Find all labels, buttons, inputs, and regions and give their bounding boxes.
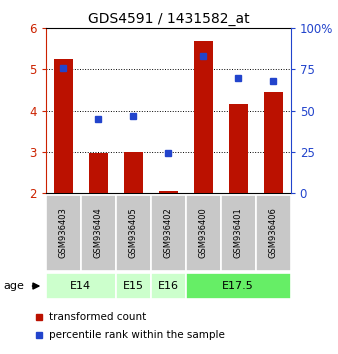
Bar — [221, 195, 256, 271]
Bar — [81, 195, 116, 271]
Bar — [116, 273, 151, 299]
Text: age: age — [3, 281, 24, 291]
Bar — [116, 195, 151, 271]
Bar — [151, 195, 186, 271]
Bar — [186, 273, 291, 299]
Text: GSM936405: GSM936405 — [129, 207, 138, 258]
Text: E17.5: E17.5 — [222, 281, 254, 291]
Bar — [46, 273, 116, 299]
Bar — [186, 195, 221, 271]
Text: E16: E16 — [158, 281, 179, 291]
Text: E14: E14 — [70, 281, 91, 291]
Text: GSM936401: GSM936401 — [234, 207, 243, 258]
Bar — [264, 92, 283, 193]
Bar — [151, 273, 186, 299]
Bar — [194, 41, 213, 193]
Text: GSM936403: GSM936403 — [58, 207, 68, 258]
Text: GSM936404: GSM936404 — [94, 207, 103, 258]
Text: GSM936400: GSM936400 — [199, 207, 208, 258]
Bar — [123, 152, 143, 193]
Bar — [228, 104, 248, 193]
Bar — [89, 153, 108, 193]
Text: percentile rank within the sample: percentile rank within the sample — [49, 330, 225, 339]
Text: E15: E15 — [123, 281, 144, 291]
Text: transformed count: transformed count — [49, 312, 146, 322]
Bar — [53, 59, 73, 193]
Bar — [46, 195, 81, 271]
Text: GSM936406: GSM936406 — [269, 207, 278, 258]
Text: GSM936402: GSM936402 — [164, 207, 173, 258]
Text: GDS4591 / 1431582_at: GDS4591 / 1431582_at — [88, 12, 250, 27]
Bar — [256, 195, 291, 271]
Bar — [159, 191, 178, 193]
